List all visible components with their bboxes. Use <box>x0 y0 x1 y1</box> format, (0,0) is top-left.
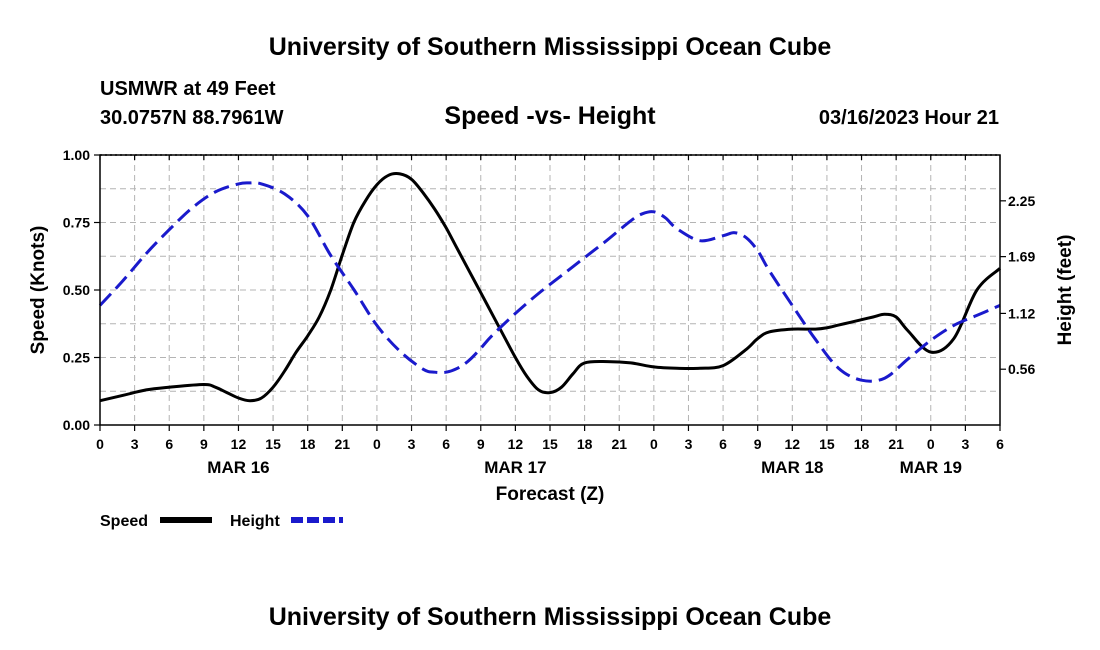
y2-tick-label: 2.25 <box>1008 193 1035 209</box>
x-tick-label: 3 <box>685 436 693 452</box>
series-speed-line <box>99 172 1002 403</box>
y2-tick-label: 1.69 <box>1008 249 1035 265</box>
x-tick-label: 9 <box>754 436 762 452</box>
y-axis-title: Speed (Knots) <box>28 226 49 355</box>
x-tick-label: 0 <box>373 436 381 452</box>
series-layer <box>98 172 1002 403</box>
axes: 0 3 6 9 12 15 18 21 0 3 6 9 12 15 18 21 0 3 6 9 12 15 18 21 0 3 6 M… <box>63 147 1036 477</box>
y-tick-label: 0.00 <box>63 417 90 433</box>
x-tick-label: 15 <box>819 436 835 452</box>
x-date-label: MAR 16 <box>207 458 269 477</box>
y-tick-label: 1.00 <box>63 147 90 163</box>
x-tick-label: 3 <box>131 436 139 452</box>
x-tick-label: 12 <box>785 436 801 452</box>
x-tick-label: 21 <box>611 436 627 452</box>
y2-tick-label: 0.56 <box>1008 361 1035 377</box>
y2-axis-title: Height (feet) <box>1055 235 1076 346</box>
x-date-label: MAR 17 <box>484 458 546 477</box>
x-tick-label: 15 <box>542 436 558 452</box>
x-tick-label: 0 <box>927 436 935 452</box>
x-axis-title: Forecast (Z) <box>496 484 605 505</box>
station-label: USMWR at 49 Feet <box>100 78 276 100</box>
x-tick-label: 18 <box>300 436 316 452</box>
legend: Speed Height <box>100 513 343 530</box>
x-tick-label: 6 <box>996 436 1004 452</box>
x-tick-label: 18 <box>577 436 593 452</box>
x-tick-label: 3 <box>961 436 969 452</box>
legend-height-label: Height <box>230 513 280 530</box>
x-tick-label: 9 <box>200 436 208 452</box>
x-tick-label: 6 <box>719 436 727 452</box>
legend-speed-label: Speed <box>100 513 148 530</box>
y-tick-label: 0.50 <box>63 282 90 298</box>
footer-title: University of Southern Mississippi Ocean… <box>269 603 832 631</box>
x-tick-label: 21 <box>888 436 904 452</box>
x-date-label: MAR 19 <box>900 458 962 477</box>
x-tick-label: 0 <box>96 436 104 452</box>
datetime-label: 03/16/2023 Hour 21 <box>819 107 999 129</box>
x-tick-label: 15 <box>265 436 281 452</box>
x-tick-label: 6 <box>442 436 450 452</box>
x-tick-label: 21 <box>335 436 351 452</box>
page-title: University of Southern Mississippi Ocean… <box>269 33 832 61</box>
series-height-line <box>98 181 1001 383</box>
x-tick-label: 3 <box>408 436 416 452</box>
x-tick-label: 0 <box>650 436 658 452</box>
x-date-label: MAR 18 <box>761 458 823 477</box>
y2-tick-label: 1.12 <box>1008 305 1035 321</box>
y-tick-label: 0.75 <box>63 215 90 231</box>
x-tick-label: 18 <box>854 436 870 452</box>
y-tick-label: 0.25 <box>63 350 90 366</box>
x-tick-label: 12 <box>231 436 247 452</box>
x-tick-label: 12 <box>508 436 524 452</box>
chart-title: Speed -vs- Height <box>444 102 656 130</box>
x-tick-label: 9 <box>477 436 485 452</box>
coordinates-label: 30.0757N 88.7961W <box>100 107 284 129</box>
x-tick-label: 6 <box>165 436 173 452</box>
